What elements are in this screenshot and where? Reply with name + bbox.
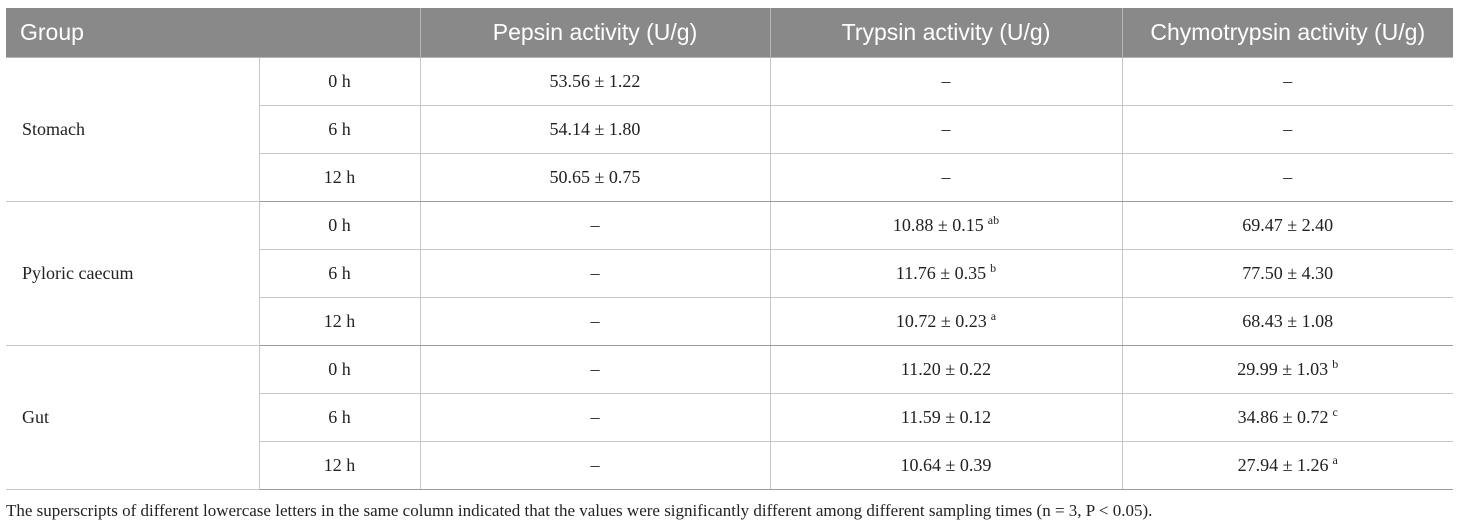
value-text: 29.99 ± 1.03 — [1237, 359, 1329, 379]
chymotrypsin-cell: – — [1121, 105, 1453, 154]
value-text: – — [590, 263, 600, 283]
chymotrypsin-cell: 77.50 ± 4.30 — [1121, 249, 1453, 298]
time-cell: 0 h — [258, 201, 421, 250]
header-group: Group — [6, 8, 421, 58]
trypsin-cell: 10.72 ± 0.23 a — [769, 297, 1123, 346]
significance-superscript: a — [1332, 453, 1338, 467]
pepsin-cell: – — [419, 393, 771, 442]
significance-superscript: c — [1332, 405, 1338, 419]
value-text: 34.86 ± 0.72 — [1237, 407, 1329, 427]
trypsin-cell: 11.59 ± 0.12 — [769, 393, 1123, 442]
time-cell: 12 h — [259, 441, 421, 490]
value-text: – — [1283, 167, 1293, 187]
trypsin-cell: – — [769, 105, 1123, 154]
significance-superscript: a — [990, 309, 997, 323]
value-text: 50.65 ± 0.75 — [549, 167, 641, 187]
chymotrypsin-cell: 29.99 ± 1.03 b — [1121, 345, 1453, 394]
value-text: – — [590, 407, 600, 427]
chymotrypsin-cell: – — [1121, 153, 1453, 202]
pepsin-cell: – — [419, 249, 771, 298]
trypsin-cell: – — [769, 57, 1123, 106]
table-row: Pyloric caecum 0 h –10.88 ± 0.15 ab 69.47 ± … — [6, 201, 1453, 346]
significance-superscript: ab — [987, 213, 1000, 227]
trypsin-cell: 11.20 ± 0.22 — [769, 345, 1123, 394]
pepsin-cell: 54.14 ± 1.80 — [419, 105, 771, 154]
value-text: – — [590, 455, 600, 475]
time-cell: 6 h — [259, 249, 421, 298]
pepsin-cell: 50.65 ± 0.75 — [419, 153, 771, 202]
value-text: 69.47 ± 2.40 — [1242, 215, 1334, 235]
table-container: Group Pepsin activity (U/g) Trypsin acti… — [6, 8, 1453, 490]
time-cell: 12 h — [259, 153, 421, 202]
table-body: Stomach 0 h 53.56 ± 1.22– –6 h 54.14 ± 1.80–… — [6, 57, 1453, 490]
group-name-cell: Pyloric caecum — [6, 201, 260, 346]
trypsin-cell: 11.76 ± 0.35 b — [769, 249, 1123, 298]
time-cell: 6 h — [259, 393, 421, 442]
table-row: 12 h – 10.64 ± 0.39 27.94 ± 1.26 a — [6, 441, 1453, 490]
header-chymotrypsin: Chymotrypsin activity (U/g) — [1121, 8, 1453, 58]
table-row: 6 h – 11.76 ± 0.35 b 77.50 ± 4.30 — [6, 249, 1453, 298]
value-text: 27.94 ± 1.26 — [1237, 455, 1329, 475]
value-text: 77.50 ± 4.30 — [1242, 263, 1334, 283]
pepsin-cell: – — [419, 441, 771, 490]
group-name-cell: Gut — [6, 345, 260, 490]
table-row: Stomach 0 h 53.56 ± 1.22 – – — [6, 57, 1453, 202]
value-text: – — [941, 119, 951, 139]
trypsin-cell: 10.64 ± 0.39 — [769, 441, 1123, 490]
value-text: – — [590, 359, 600, 379]
value-text: 11.20 ± 0.22 — [900, 359, 992, 379]
pepsin-cell: – — [419, 345, 771, 394]
significance-superscript: b — [1332, 357, 1339, 371]
header-row: Group Pepsin activity (U/g) Trypsin acti… — [6, 8, 1453, 58]
value-text: 53.56 ± 1.22 — [549, 71, 641, 91]
value-text: – — [1283, 119, 1293, 139]
pepsin-cell: 53.56 ± 1.22 — [419, 57, 771, 106]
chymotrypsin-cell: 27.94 ± 1.26 a — [1121, 441, 1453, 490]
header-pepsin: Pepsin activity (U/g) — [419, 8, 771, 58]
value-text: – — [941, 167, 951, 187]
value-text: 11.76 ± 0.35 — [895, 263, 987, 283]
chymotrypsin-cell: 68.43 ± 1.08 — [1121, 297, 1453, 346]
value-text: 68.43 ± 1.08 — [1242, 311, 1334, 331]
table-row: 12 h 50.65 ± 0.75 – – — [6, 153, 1453, 202]
value-text: 10.72 ± 0.23 — [895, 311, 987, 331]
value-text: 11.59 ± 0.12 — [900, 407, 992, 427]
value-text: 10.88 ± 0.15 — [892, 215, 984, 235]
time-cell: 6 h — [259, 105, 421, 154]
trypsin-cell: 10.88 ± 0.15 ab — [769, 201, 1123, 250]
significance-superscript: b — [990, 261, 997, 275]
chymotrypsin-cell: – — [1121, 57, 1453, 106]
header-trypsin: Trypsin activity (U/g) — [769, 8, 1123, 58]
group-name-cell: Stomach — [6, 57, 260, 202]
value-text: 54.14 ± 1.80 — [549, 119, 641, 139]
value-text: – — [941, 71, 951, 91]
time-cell: 12 h — [259, 297, 421, 346]
value-text: – — [590, 311, 600, 331]
pepsin-cell: – — [419, 201, 771, 250]
value-text: – — [590, 215, 600, 235]
pepsin-cell: – — [419, 297, 771, 346]
table-footnote: The superscripts of different lowercase … — [6, 501, 1153, 520]
value-text: 10.64 ± 0.39 — [900, 455, 992, 475]
value-text: – — [1283, 71, 1293, 91]
chymotrypsin-cell: 69.47 ± 2.40 — [1121, 201, 1453, 250]
table-row: Gut 0 h – 11.20 ± 0.22 29.99 ± 1.03 b — [6, 345, 1453, 490]
time-cell: 0 h — [258, 57, 421, 106]
table-row: 12 h – 10.72 ± 0.23 a 68.43 ± 1.08 — [6, 297, 1453, 346]
trypsin-cell: – — [769, 153, 1123, 202]
time-cell: 0 h — [258, 345, 421, 394]
chymotrypsin-cell: 34.86 ± 0.72 c — [1121, 393, 1453, 442]
enzyme-activity-table: Group Pepsin activity (U/g) Trypsin acti… — [6, 8, 1453, 490]
